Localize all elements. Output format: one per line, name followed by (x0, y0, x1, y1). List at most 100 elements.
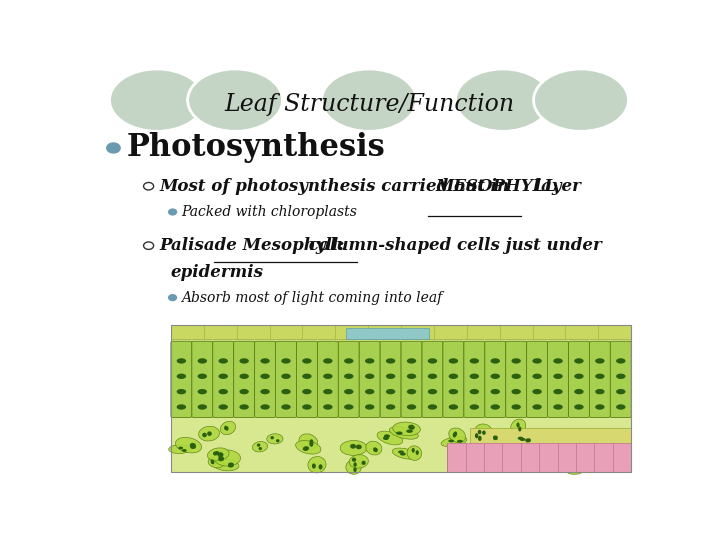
Bar (171, 325, 631, 472)
Ellipse shape (322, 69, 416, 131)
Ellipse shape (365, 374, 374, 379)
Ellipse shape (472, 431, 490, 447)
Ellipse shape (493, 435, 498, 438)
Ellipse shape (567, 463, 572, 469)
Ellipse shape (176, 358, 186, 363)
Ellipse shape (482, 448, 489, 451)
FancyBboxPatch shape (447, 443, 631, 472)
Ellipse shape (407, 446, 422, 461)
Ellipse shape (282, 389, 291, 394)
Ellipse shape (323, 358, 333, 363)
Ellipse shape (521, 457, 545, 469)
Ellipse shape (616, 374, 626, 379)
Ellipse shape (412, 448, 415, 453)
Ellipse shape (396, 431, 402, 435)
FancyBboxPatch shape (422, 341, 443, 417)
Ellipse shape (211, 461, 215, 464)
Ellipse shape (478, 430, 482, 434)
Ellipse shape (352, 457, 356, 462)
Ellipse shape (469, 374, 479, 379)
Ellipse shape (303, 446, 309, 450)
Ellipse shape (225, 426, 228, 431)
Ellipse shape (486, 434, 508, 443)
Ellipse shape (575, 389, 584, 394)
FancyBboxPatch shape (359, 341, 380, 417)
Ellipse shape (310, 442, 313, 447)
FancyBboxPatch shape (443, 341, 464, 417)
FancyBboxPatch shape (276, 341, 297, 417)
FancyBboxPatch shape (470, 428, 631, 472)
Ellipse shape (258, 447, 262, 450)
Ellipse shape (214, 450, 240, 466)
Ellipse shape (456, 461, 461, 465)
Ellipse shape (218, 389, 228, 394)
Ellipse shape (575, 358, 584, 363)
FancyBboxPatch shape (297, 341, 318, 417)
FancyBboxPatch shape (213, 341, 234, 417)
FancyBboxPatch shape (505, 341, 526, 417)
Ellipse shape (409, 426, 415, 430)
Ellipse shape (210, 460, 214, 462)
Ellipse shape (428, 404, 437, 410)
Ellipse shape (257, 443, 261, 447)
Ellipse shape (228, 464, 234, 468)
Ellipse shape (282, 404, 291, 410)
Ellipse shape (240, 358, 249, 363)
Text: epidermis: epidermis (171, 264, 264, 281)
Ellipse shape (276, 439, 279, 442)
Ellipse shape (559, 440, 585, 455)
Ellipse shape (512, 460, 518, 464)
Ellipse shape (202, 433, 207, 437)
Ellipse shape (386, 404, 395, 410)
FancyBboxPatch shape (318, 341, 338, 417)
FancyBboxPatch shape (380, 341, 401, 417)
Ellipse shape (354, 462, 357, 467)
Ellipse shape (566, 447, 572, 451)
Text: MESOPHYLL: MESOPHYLL (436, 178, 557, 195)
FancyBboxPatch shape (526, 341, 547, 417)
Ellipse shape (527, 438, 531, 442)
Ellipse shape (224, 426, 228, 430)
Ellipse shape (296, 441, 321, 454)
Ellipse shape (344, 358, 354, 363)
Ellipse shape (365, 358, 374, 363)
Ellipse shape (365, 389, 374, 394)
Ellipse shape (500, 452, 505, 456)
Ellipse shape (218, 358, 228, 363)
Ellipse shape (518, 427, 521, 431)
Ellipse shape (344, 374, 354, 379)
Ellipse shape (454, 431, 457, 436)
Ellipse shape (344, 389, 354, 394)
Ellipse shape (526, 438, 529, 442)
Text: layer: layer (529, 178, 581, 195)
Ellipse shape (469, 358, 479, 363)
Ellipse shape (308, 456, 326, 473)
Ellipse shape (616, 358, 626, 363)
Ellipse shape (493, 448, 516, 459)
Ellipse shape (490, 374, 500, 379)
Ellipse shape (595, 358, 605, 363)
Ellipse shape (240, 374, 249, 379)
Ellipse shape (302, 404, 312, 410)
Ellipse shape (176, 404, 186, 410)
Ellipse shape (453, 433, 456, 437)
Ellipse shape (261, 358, 270, 363)
Ellipse shape (575, 404, 584, 410)
Ellipse shape (271, 436, 274, 440)
Ellipse shape (354, 468, 356, 472)
Ellipse shape (572, 461, 577, 466)
Ellipse shape (490, 404, 500, 410)
Ellipse shape (261, 374, 270, 379)
Ellipse shape (302, 374, 312, 379)
Ellipse shape (553, 389, 563, 394)
Ellipse shape (441, 437, 467, 447)
Bar (171, 325, 631, 340)
Ellipse shape (218, 456, 224, 461)
Ellipse shape (406, 429, 413, 433)
FancyBboxPatch shape (547, 341, 569, 417)
Ellipse shape (575, 374, 584, 379)
Ellipse shape (518, 464, 524, 467)
Ellipse shape (349, 455, 369, 468)
Ellipse shape (323, 404, 333, 410)
Ellipse shape (516, 422, 520, 428)
